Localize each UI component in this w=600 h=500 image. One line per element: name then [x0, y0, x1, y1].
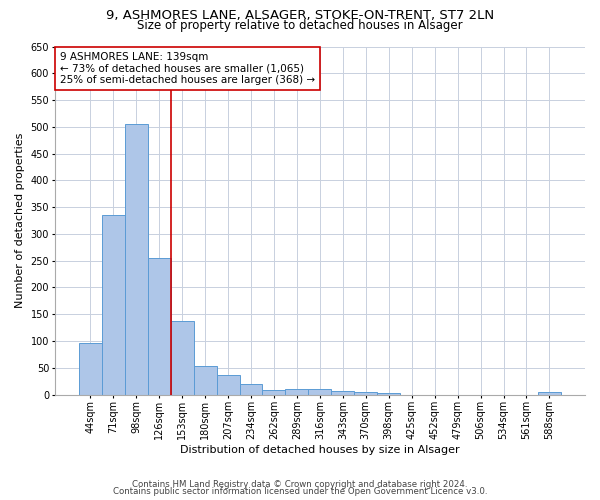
- Bar: [538, 392, 561, 394]
- Bar: [102, 215, 125, 394]
- Text: Size of property relative to detached houses in Alsager: Size of property relative to detached ho…: [137, 19, 463, 32]
- Bar: [286, 389, 308, 394]
- Bar: [148, 258, 170, 394]
- Bar: [125, 124, 148, 394]
- Bar: [79, 342, 102, 394]
- Bar: [194, 366, 217, 394]
- Bar: [239, 384, 262, 394]
- Bar: [355, 392, 377, 394]
- Bar: [170, 320, 194, 394]
- Y-axis label: Number of detached properties: Number of detached properties: [15, 133, 25, 308]
- Text: 9, ASHMORES LANE, ALSAGER, STOKE-ON-TRENT, ST7 2LN: 9, ASHMORES LANE, ALSAGER, STOKE-ON-TREN…: [106, 9, 494, 22]
- Bar: [308, 389, 331, 394]
- Text: Contains public sector information licensed under the Open Government Licence v3: Contains public sector information licen…: [113, 487, 487, 496]
- Bar: [262, 390, 286, 394]
- Bar: [217, 374, 239, 394]
- Bar: [377, 393, 400, 394]
- X-axis label: Distribution of detached houses by size in Alsager: Distribution of detached houses by size …: [180, 445, 460, 455]
- Text: Contains HM Land Registry data © Crown copyright and database right 2024.: Contains HM Land Registry data © Crown c…: [132, 480, 468, 489]
- Text: 9 ASHMORES LANE: 139sqm
← 73% of detached houses are smaller (1,065)
25% of semi: 9 ASHMORES LANE: 139sqm ← 73% of detache…: [60, 52, 315, 85]
- Bar: [331, 392, 355, 394]
